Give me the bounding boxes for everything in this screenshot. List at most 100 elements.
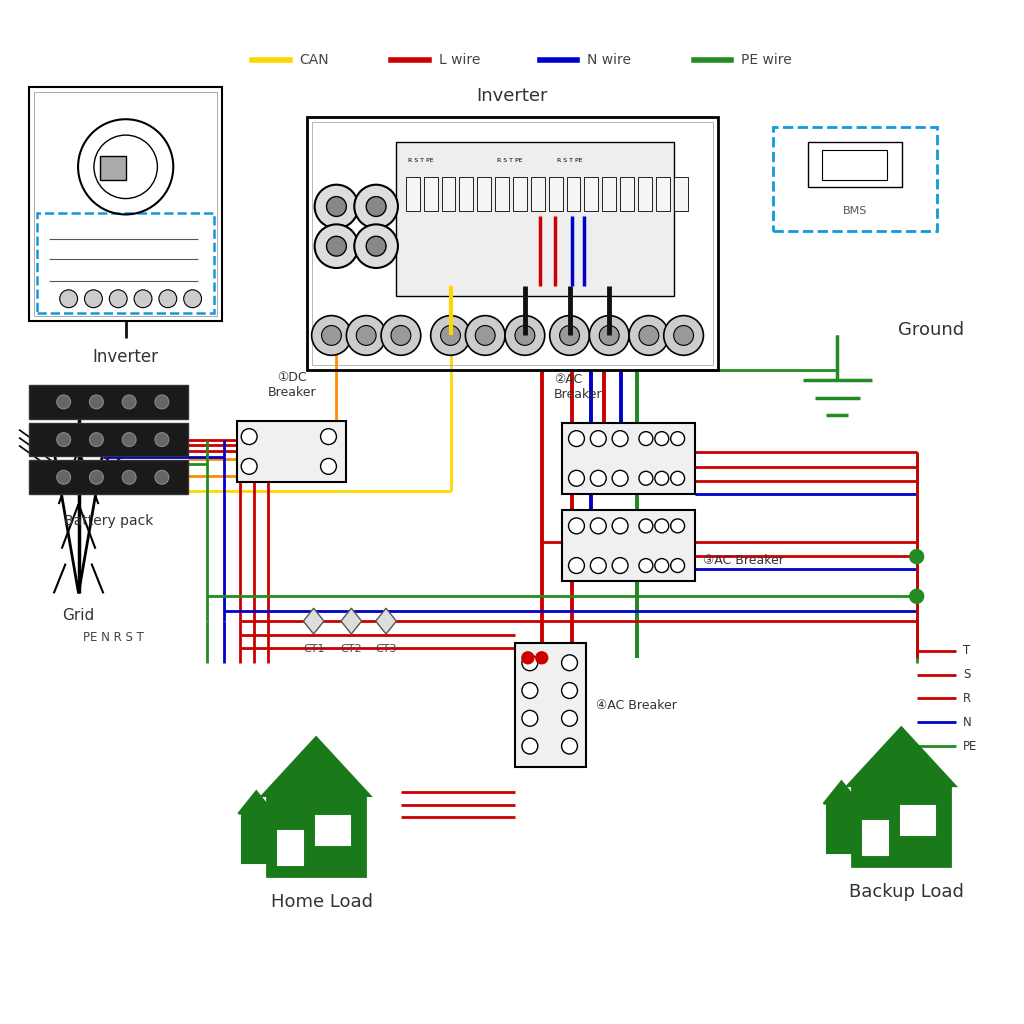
Circle shape [356, 326, 376, 345]
Circle shape [134, 290, 152, 307]
Circle shape [322, 326, 341, 345]
Bar [396, 142, 674, 296]
Circle shape [654, 519, 669, 532]
Text: PE N R S T: PE N R S T [83, 631, 143, 644]
Circle shape [122, 395, 136, 409]
Circle shape [909, 590, 924, 603]
Bar [316, 816, 350, 845]
Circle shape [155, 470, 169, 484]
Circle shape [381, 315, 421, 355]
Text: R S T PE: R S T PE [498, 158, 523, 163]
Circle shape [440, 326, 461, 345]
Circle shape [522, 738, 538, 754]
Polygon shape [262, 737, 370, 796]
Text: S: S [964, 669, 971, 681]
Circle shape [639, 559, 653, 572]
Bar [29, 461, 187, 495]
Text: ②AC
Breaker: ②AC Breaker [554, 373, 602, 401]
Text: CAN: CAN [300, 52, 330, 67]
Text: PE: PE [964, 739, 978, 753]
Circle shape [391, 326, 411, 345]
Bar [424, 177, 437, 212]
Text: Inverter: Inverter [477, 87, 548, 105]
Circle shape [522, 683, 538, 698]
Bar [311, 122, 714, 366]
Bar [852, 785, 950, 866]
Circle shape [522, 652, 534, 664]
Circle shape [568, 558, 585, 573]
Circle shape [465, 315, 505, 355]
Circle shape [629, 315, 669, 355]
Circle shape [559, 326, 580, 345]
Circle shape [639, 326, 658, 345]
Circle shape [522, 654, 538, 671]
Text: R S T PE: R S T PE [557, 158, 583, 163]
Circle shape [612, 558, 628, 573]
Bar [29, 423, 187, 457]
Circle shape [671, 471, 685, 485]
Circle shape [89, 395, 103, 409]
Circle shape [183, 290, 202, 307]
Bar [549, 177, 562, 212]
Circle shape [671, 519, 685, 532]
Bar [561, 423, 695, 495]
Circle shape [122, 470, 136, 484]
Circle shape [321, 429, 337, 444]
Circle shape [327, 237, 346, 256]
Text: CT3: CT3 [375, 644, 396, 654]
Bar [242, 813, 270, 862]
Bar [406, 177, 420, 212]
Bar [29, 87, 222, 321]
Circle shape [89, 470, 103, 484]
Circle shape [654, 559, 669, 572]
Bar [863, 821, 888, 855]
Circle shape [431, 315, 470, 355]
Circle shape [155, 395, 169, 409]
Bar [655, 177, 670, 212]
Circle shape [639, 471, 653, 485]
Circle shape [321, 459, 337, 474]
Bar [822, 150, 887, 180]
Bar [674, 177, 687, 212]
Circle shape [639, 519, 653, 532]
Bar [808, 142, 902, 186]
Circle shape [56, 470, 71, 484]
Polygon shape [376, 608, 396, 634]
Circle shape [590, 315, 629, 355]
Text: Ground: Ground [898, 322, 965, 340]
Circle shape [354, 184, 398, 228]
Bar [513, 177, 527, 212]
Text: Battery pack: Battery pack [63, 514, 153, 528]
Text: ④AC Breaker: ④AC Breaker [596, 699, 677, 712]
Bar [585, 177, 598, 212]
Circle shape [56, 395, 71, 409]
Bar [267, 796, 366, 876]
Polygon shape [239, 792, 274, 813]
Bar [100, 156, 126, 180]
Text: ③AC Breaker: ③AC Breaker [703, 554, 784, 566]
Bar [496, 177, 509, 212]
Circle shape [159, 290, 177, 307]
Circle shape [561, 738, 578, 754]
Circle shape [568, 431, 585, 446]
Text: Inverter: Inverter [92, 348, 159, 367]
Circle shape [242, 429, 257, 444]
Circle shape [536, 652, 548, 664]
Circle shape [591, 518, 606, 534]
Circle shape [591, 431, 606, 446]
Text: Grid: Grid [62, 608, 94, 624]
Circle shape [591, 470, 606, 486]
Circle shape [561, 683, 578, 698]
Text: T: T [964, 644, 971, 657]
Bar [29, 385, 187, 419]
Circle shape [654, 471, 669, 485]
Text: ①DC
Breaker: ①DC Breaker [267, 371, 316, 399]
Text: PE wire: PE wire [741, 52, 792, 67]
Bar [306, 117, 718, 370]
Bar [566, 177, 581, 212]
Circle shape [591, 558, 606, 573]
Bar [602, 177, 616, 212]
Circle shape [59, 290, 78, 307]
Polygon shape [303, 608, 324, 634]
Circle shape [654, 432, 669, 445]
